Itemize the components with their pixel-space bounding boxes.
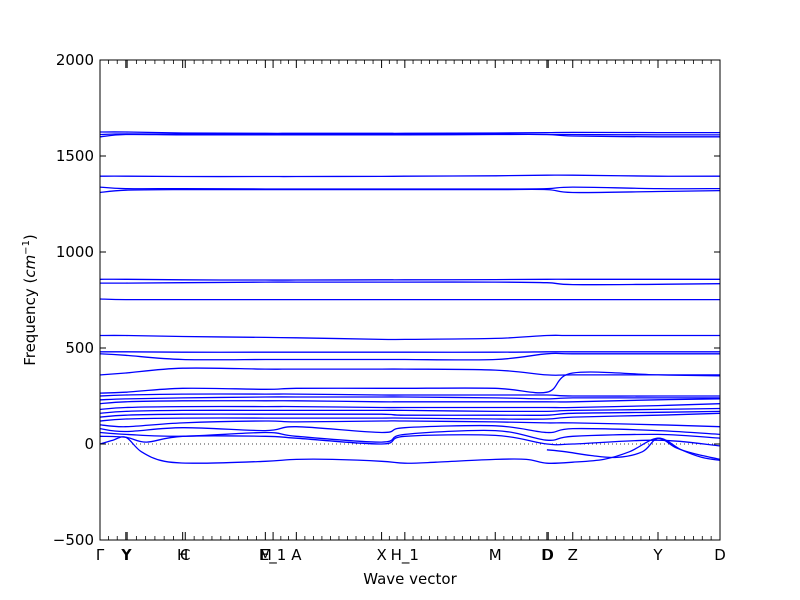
x-tick-label: X bbox=[376, 546, 386, 564]
y-tick-label: 2000 bbox=[56, 51, 94, 69]
branch-line-21 bbox=[99, 412, 721, 422]
branch-line-22 bbox=[99, 420, 721, 428]
y-tick-group: −500 0 500 1000 1500 2000 bbox=[53, 51, 720, 549]
x-tick-label: Y bbox=[120, 546, 131, 564]
y-axis-label-text: Frequency ( bbox=[21, 278, 39, 366]
x-tick-label: H_1 bbox=[391, 546, 419, 565]
x-tick-label: A bbox=[291, 546, 302, 564]
plot-frame bbox=[99, 59, 721, 541]
branch-line-13 bbox=[99, 367, 720, 376]
x-tick-group: Γ YY HC ME_1 A X H_1 M DD Z Y D bbox=[96, 60, 726, 565]
x-tick-label: Z bbox=[568, 546, 578, 564]
y-tick-label: 1000 bbox=[56, 243, 94, 261]
y-tick-label: −500 bbox=[53, 531, 94, 549]
x-tick-label: Γ bbox=[96, 546, 105, 564]
branch-line-17 bbox=[99, 398, 721, 405]
y-axis-label: Frequency (cm−1) bbox=[21, 234, 39, 366]
y-tick-label: 500 bbox=[65, 339, 94, 357]
branch-line-16 bbox=[99, 396, 720, 401]
branch-line-25 bbox=[99, 434, 721, 447]
x-tick-label: M bbox=[259, 546, 272, 564]
branch-line-23 bbox=[99, 424, 721, 436]
branch-line-10 bbox=[99, 334, 720, 341]
x-tick-label: D bbox=[542, 546, 554, 564]
x-tick-label: M bbox=[489, 546, 502, 564]
branch-line-18 bbox=[99, 403, 721, 411]
x-tick-label: E_1 bbox=[260, 546, 287, 565]
branch-line-9 bbox=[99, 298, 720, 301]
branch-line-4 bbox=[99, 174, 721, 178]
x-axis-label: Wave vector bbox=[363, 570, 457, 588]
branch-line-15 bbox=[99, 393, 720, 397]
branch-line-26 bbox=[99, 436, 721, 465]
series-group bbox=[99, 131, 721, 465]
branch-line-19 bbox=[99, 407, 721, 414]
x-tick-label: C bbox=[180, 546, 190, 564]
x-tick-label: H bbox=[177, 546, 188, 564]
x-tick-label: D bbox=[541, 546, 553, 564]
branch-line-6 bbox=[99, 188, 721, 194]
y-tick-label: 1500 bbox=[56, 147, 94, 165]
x-tick-label: Y bbox=[652, 546, 663, 564]
branch-line-2 bbox=[99, 133, 721, 138]
branch-line-12 bbox=[99, 352, 720, 361]
branch-line-7 bbox=[99, 278, 720, 281]
y-axis-label-unit: cm bbox=[21, 255, 39, 278]
branch-line-8 bbox=[99, 281, 721, 286]
x-tick-label: D bbox=[714, 546, 726, 564]
y-tick-label: 0 bbox=[84, 435, 94, 453]
y-axis-label-exp: −1 bbox=[21, 240, 32, 255]
y-axis-label-close: ) bbox=[21, 234, 39, 240]
branch-line-27 bbox=[546, 437, 721, 461]
branch-line-1 bbox=[99, 131, 720, 134]
branch-line-20 bbox=[99, 410, 721, 418]
branch-line-14 bbox=[99, 371, 721, 394]
branch-line-3 bbox=[99, 133, 720, 136]
x-tick-label: Y bbox=[122, 546, 133, 564]
